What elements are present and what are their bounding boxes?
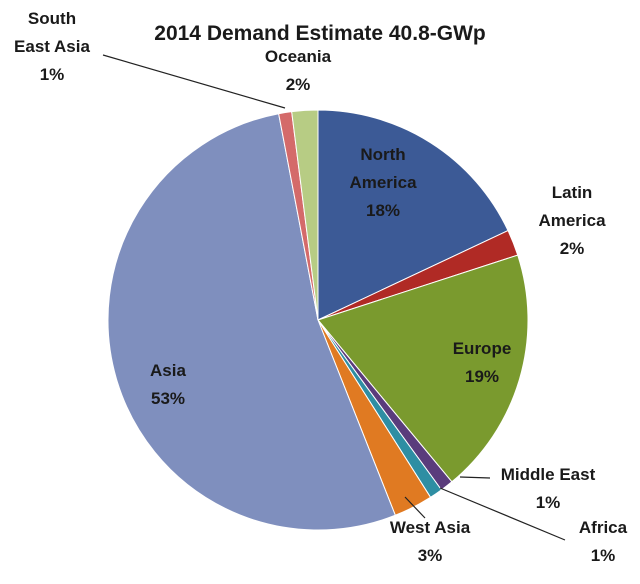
slice-label-asia: Asia 53% xyxy=(150,361,186,408)
slice-label-middle-east: Middle East 1% xyxy=(501,465,596,512)
slice-label-south-east-asia: South East Asia 1% xyxy=(14,9,90,84)
slice-label-latin-america: Latin America 2% xyxy=(538,183,606,258)
slice-label-line: 1% xyxy=(536,493,561,512)
slice-label-line: 1% xyxy=(40,65,65,84)
slice-label-line: Africa xyxy=(579,518,628,537)
slice-label-line: Middle East xyxy=(501,465,596,484)
slice-label-line: 2% xyxy=(560,239,585,258)
slice-label-line: 3% xyxy=(418,546,443,565)
slice-label-line: West Asia xyxy=(390,518,471,537)
pie-slices xyxy=(107,109,529,531)
slice-label-line: 2% xyxy=(286,75,311,94)
chart-title: 2014 Demand Estimate 40.8-GWp xyxy=(154,22,485,45)
slice-label-line: Oceania xyxy=(265,47,332,66)
pie-slice-europe xyxy=(317,254,529,483)
slice-label-west-asia: West Asia 3% xyxy=(390,518,471,565)
leader-line-west-asia xyxy=(404,496,426,519)
slice-label-line: 19% xyxy=(465,367,499,386)
slice-label-line: Asia xyxy=(150,361,186,380)
pie-slice-asia xyxy=(107,113,396,531)
leader-line-middle-east xyxy=(459,476,491,479)
slice-label-line: 53% xyxy=(151,389,185,408)
slice-label-line: East Asia xyxy=(14,37,90,56)
slice-label-north-america: North America 18% xyxy=(349,145,417,220)
leader-lines xyxy=(102,54,566,541)
slice-label-oceania: Oceania 2% xyxy=(265,47,332,94)
pie-slice-north-america xyxy=(317,109,509,321)
slice-label-line: America xyxy=(538,211,606,230)
leader-line-south-east-asia xyxy=(102,54,286,109)
slice-label-line: 18% xyxy=(366,201,400,220)
slice-label-europe: Europe 19% xyxy=(453,339,512,386)
leader-line-africa xyxy=(439,487,566,541)
slice-label-line: Europe xyxy=(453,339,512,358)
pie-slice-oceania xyxy=(291,109,319,321)
slice-label-africa: Africa 1% xyxy=(579,518,628,565)
slice-label-line: Latin xyxy=(552,183,593,202)
slice-label-line: America xyxy=(349,173,417,192)
slice-label-line: North xyxy=(360,145,405,164)
slice-label-line: South xyxy=(28,9,76,28)
slice-labels: North America 18% Latin America 2% Europe 19% Mi… xyxy=(14,9,628,565)
slice-label-line: 1% xyxy=(591,546,616,565)
